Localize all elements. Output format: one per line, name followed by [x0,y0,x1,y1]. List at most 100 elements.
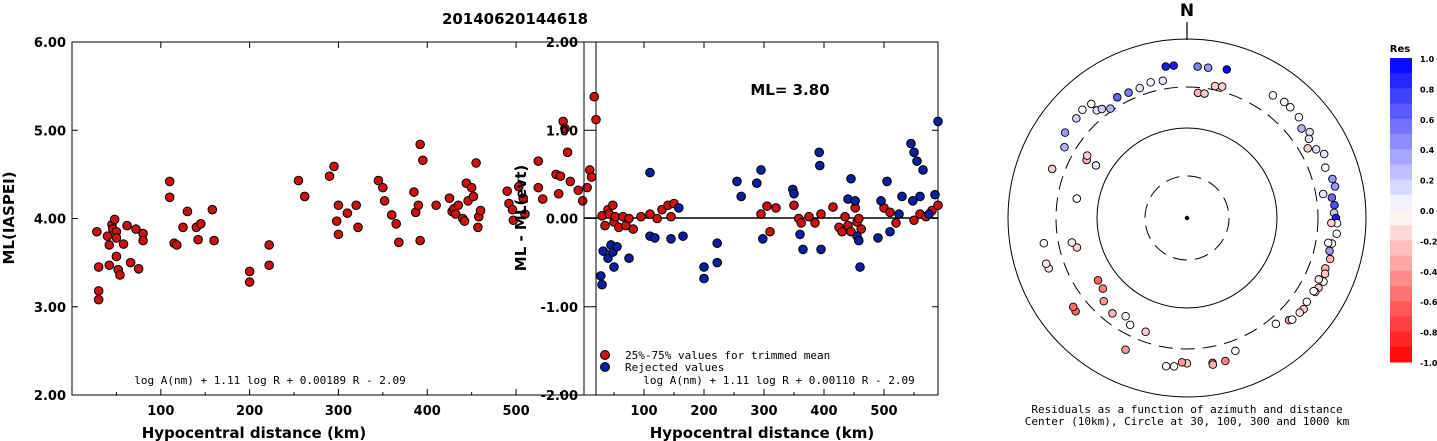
polar-station-point [1304,134,1314,144]
polar-station-point [1222,65,1232,74]
colorbar-tick-label: 0.4 [1420,146,1435,155]
colorbar-cell [1390,58,1412,74]
middle-point-blue [756,165,766,175]
legend-red-marker [600,350,610,360]
left-point-red [342,208,353,219]
left-point-red [450,209,461,219]
left-point-red [418,155,428,166]
middle-point-red [933,200,943,211]
polar-station-point [1158,76,1168,86]
colorbar-cells [1390,58,1412,363]
polar-station-point [1161,362,1171,371]
colorbar-tick-label: 0.6 [1420,116,1435,125]
middle-y-tick-label: -2.00 [541,389,578,404]
left-point-red [164,176,175,187]
polar-station-point [1314,275,1323,284]
middle-point-blue [597,279,607,290]
left-x-tick-label: 100 [147,404,174,419]
left-chart: 100 200 300 400 500 2.00 3.00 4.00 5.00 6.00 ML(I… [0,36,601,441]
middle-point-blue [666,233,676,244]
polar-station-point [1078,105,1087,114]
middle-point-blue [598,246,609,256]
left-point-red [475,205,486,216]
colorbar-cell [1390,346,1412,363]
middle-y-tick-label: 0.00 [546,213,578,228]
left-point-red [553,188,564,199]
left-point-red [93,286,104,296]
polar-station-point [1125,320,1135,330]
left-point-red [444,193,455,204]
middle-point-blue [789,188,799,199]
middle-x-tick-label: 200 [690,404,717,419]
left-point-red [473,222,483,233]
polar-station-point [1169,61,1178,70]
polar-station-point [1141,327,1150,337]
polar-station-point [1327,193,1337,202]
left-point-red [264,240,274,250]
ring-100km [1096,127,1278,309]
polar-station-point [1311,145,1321,154]
colorbar-cell [1390,118,1412,135]
polar-station-point [1072,243,1082,252]
left-point-red [468,191,479,202]
middle-point-red [854,213,864,224]
left-point-red [378,182,388,193]
middle-ticks: 100 200 300 400 500 -2.00 -1.00 0.00 1.00 2.00 [541,36,938,419]
left-point-red [562,147,573,158]
middle-y-tick-label: 1.00 [546,124,578,139]
polar-station-point [1280,97,1289,107]
left-point-red [533,182,544,193]
left-point-red [537,194,548,204]
left-point-red [533,156,544,166]
left-point-red [293,175,304,186]
polar-station-point [1328,174,1337,184]
middle-x-tick-label: 100 [630,404,657,419]
left-point-red [394,237,404,248]
colorbar-cell [1390,179,1412,196]
middle-point-blue [603,253,613,264]
left-x-axis-label: Hypocentral distance (km) [142,424,367,441]
colorbar-cell [1390,286,1412,302]
middle-point-blue [894,209,904,219]
middle-point-blue [918,165,928,175]
polar-station-point [1330,200,1339,210]
left-y-tick-label: 3.00 [34,301,66,316]
left-point-red [386,210,397,220]
left-point-red [244,266,255,277]
colorbar-cell [1390,73,1412,89]
left-point-red [93,294,104,305]
polar-station-point [1097,104,1107,114]
left-point-red [93,262,104,272]
middle-point-red [652,213,663,224]
middle-point-red [909,215,919,226]
middle-points [596,116,943,290]
left-point-red [466,182,477,193]
middle-point-blue [650,233,660,243]
middle-point-blue [712,257,723,268]
polar-station-point [1200,89,1209,98]
left-x-tick-label: 400 [414,404,441,419]
colorbar-tick-label: 0.2 [1420,177,1434,186]
left-point-red [207,204,218,215]
colorbar-cell [1390,301,1412,317]
colorbar-cell [1390,149,1412,165]
left-point-red [118,239,129,249]
colorbar-title: Res [1390,44,1410,55]
left-point-red [415,235,425,246]
polar-station-point [1287,315,1297,324]
middle-point-blue [732,176,742,187]
left-point-red [122,220,132,231]
ring-1000km [1007,38,1367,398]
colorbar-cell [1390,240,1412,257]
polar-station-point [1093,276,1103,285]
polar-station-point [1327,218,1336,228]
polar-station-point [1203,63,1213,72]
middle-point-blue [924,209,934,219]
center-dot [1184,215,1190,221]
left-points [92,91,601,305]
polar-station-point [1271,319,1281,329]
middle-point-red [885,207,895,218]
polar-station-point [1330,182,1340,191]
middle-point-blue [915,191,925,202]
polar-station-point [1060,128,1070,137]
